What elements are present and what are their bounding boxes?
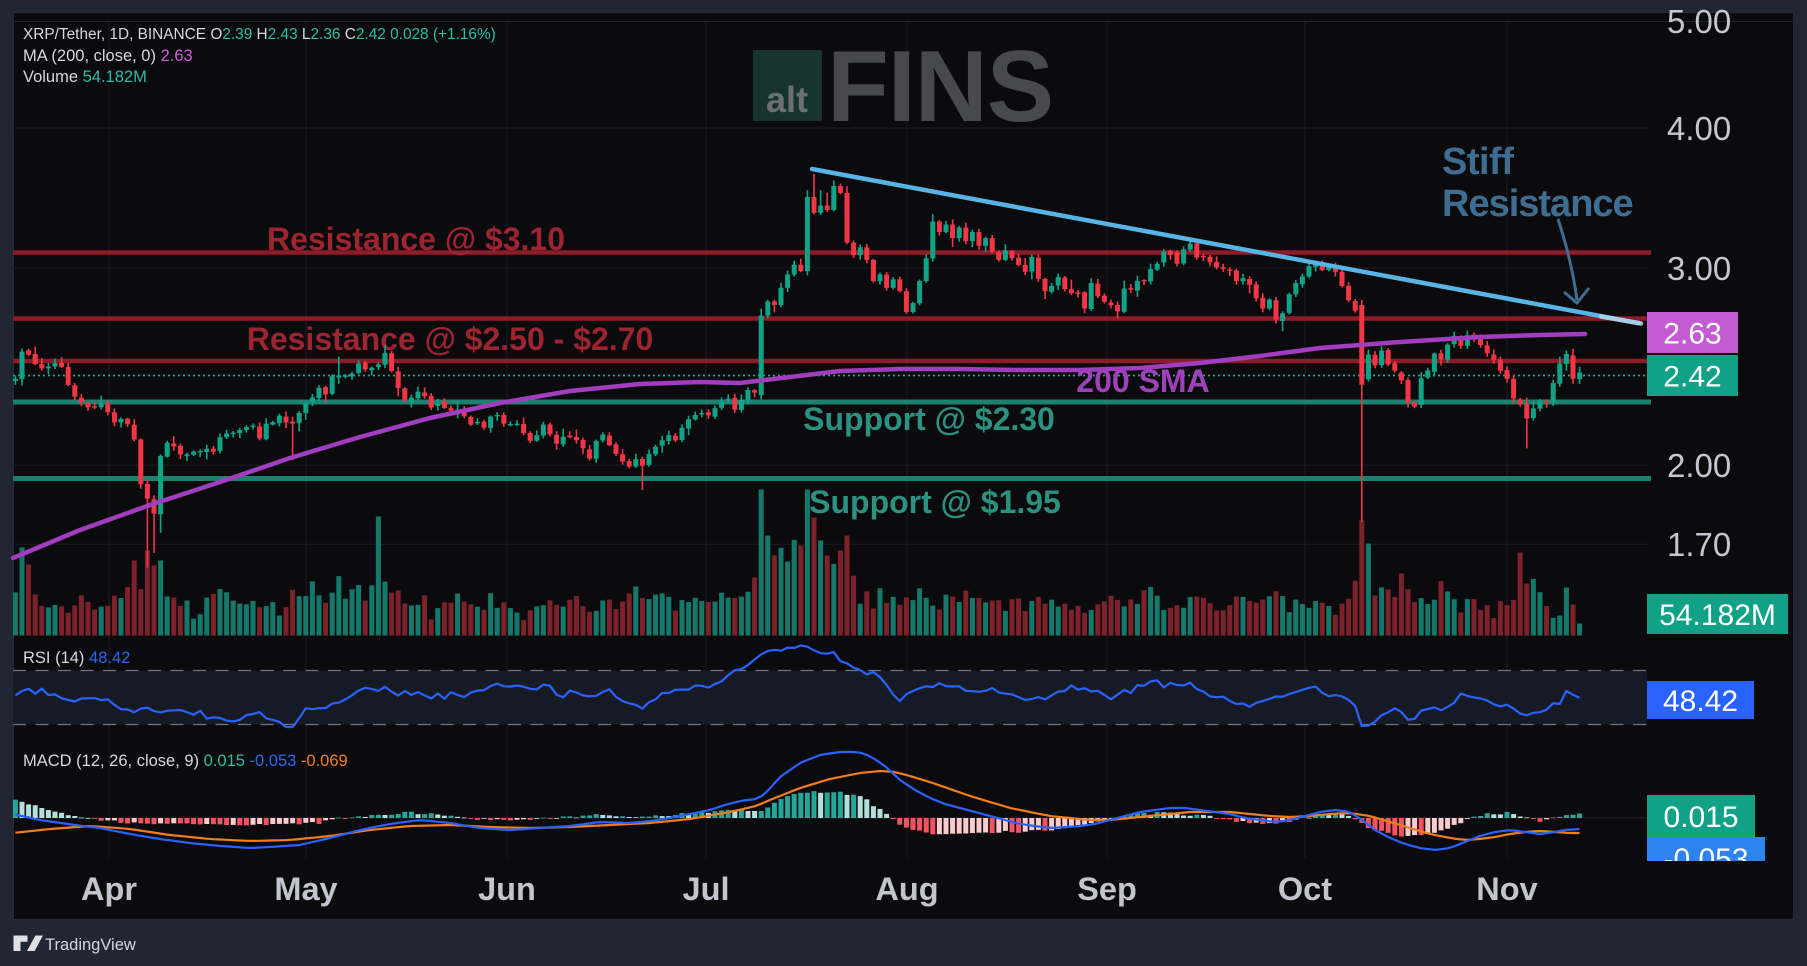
- svg-text:Volume 54.182M: Volume 54.182M: [23, 68, 147, 86]
- svg-text:1.70: 1.70: [1667, 526, 1731, 563]
- svg-text:Support @ $2.30: Support @ $2.30: [803, 401, 1055, 437]
- svg-text:Support @ $1.95: Support @ $1.95: [809, 484, 1061, 520]
- svg-text:Aug: Aug: [875, 871, 938, 907]
- svg-text:XRP/Tether, 1D, BINANCE O2.39: XRP/Tether, 1D, BINANCE O2.39 H2.43 L2.3…: [23, 26, 496, 43]
- svg-text:RSI (14) 48.42: RSI (14) 48.42: [23, 649, 130, 667]
- svg-text:3.00: 3.00: [1667, 250, 1731, 287]
- svg-text:48.42: 48.42: [1663, 685, 1738, 718]
- svg-text:FINS: FINS: [827, 31, 1053, 143]
- svg-text:TradingView: TradingView: [45, 936, 136, 954]
- svg-text:5.00: 5.00: [1667, 3, 1731, 40]
- svg-text:Jul: Jul: [683, 871, 730, 907]
- svg-text:Jun: Jun: [478, 871, 536, 907]
- svg-text:Apr: Apr: [81, 871, 137, 907]
- svg-text:alt: alt: [766, 79, 808, 120]
- svg-text:Nov: Nov: [1476, 871, 1537, 907]
- svg-text:2.42: 2.42: [1663, 360, 1721, 393]
- svg-text:MACD (12, 26, close, 9) 0.015: MACD (12, 26, close, 9) 0.015 -0.053 -0.…: [23, 752, 348, 770]
- svg-text:Resistance @ $2.50 - $2.70: Resistance @ $2.50 - $2.70: [247, 321, 654, 357]
- svg-text:Oct: Oct: [1278, 871, 1332, 907]
- svg-text:2.00: 2.00: [1667, 447, 1731, 484]
- svg-text:Stiff: Stiff: [1442, 141, 1514, 183]
- svg-text:Resistance: Resistance: [1442, 183, 1633, 225]
- svg-text:May: May: [274, 871, 337, 907]
- svg-text:MA (200, close, 0) 2.63: MA (200, close, 0) 2.63: [23, 47, 193, 65]
- svg-text:4.00: 4.00: [1667, 110, 1731, 147]
- svg-text:-0.053: -0.053: [1663, 843, 1748, 876]
- svg-text:2.63: 2.63: [1663, 317, 1721, 350]
- svg-text:Resistance @ $3.10: Resistance @ $3.10: [267, 221, 565, 257]
- svg-text:Sep: Sep: [1077, 871, 1137, 907]
- svg-text:54.182M: 54.182M: [1659, 599, 1776, 632]
- svg-text:0.015: 0.015: [1663, 801, 1738, 834]
